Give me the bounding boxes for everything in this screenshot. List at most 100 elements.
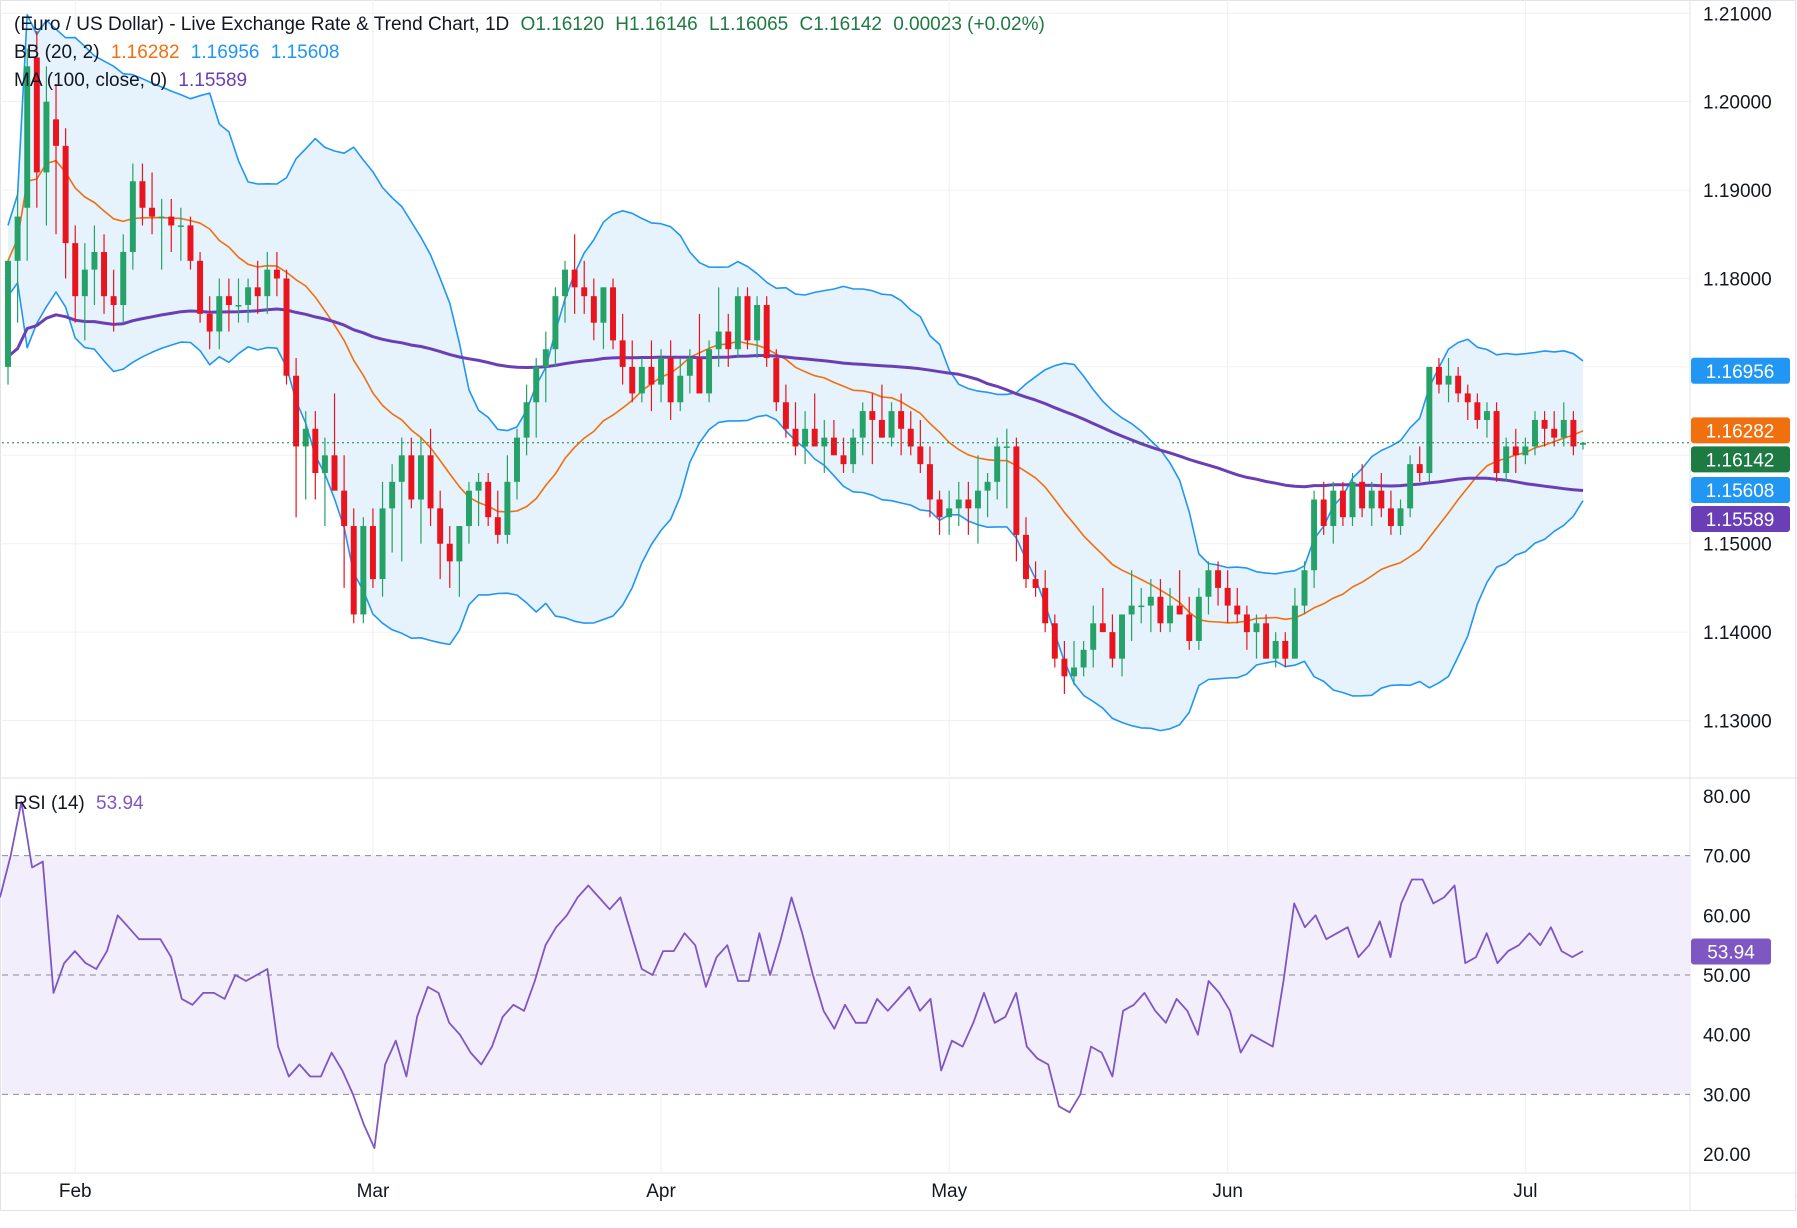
legend-row-ma[interactable]: MA (100, close, 0) 1.15589 — [14, 70, 253, 92]
candle-body — [1513, 446, 1519, 455]
candle-body — [264, 270, 270, 297]
candle-body — [917, 446, 923, 464]
legend-high: H1.16146 — [615, 14, 697, 35]
price-badge-label: 1.16142 — [1706, 450, 1775, 471]
candle-body — [1503, 446, 1509, 473]
candle-body — [428, 455, 434, 508]
candle-body — [965, 500, 971, 509]
candle-body — [869, 411, 875, 420]
candle-body — [793, 429, 799, 447]
candle-body — [1407, 464, 1413, 508]
candle-body — [1157, 597, 1163, 624]
candle-body — [985, 482, 991, 491]
candle-body — [1417, 464, 1423, 473]
candle-body — [572, 270, 578, 288]
rsi-tick-label: 60.00 — [1703, 906, 1751, 927]
candle-body — [91, 252, 97, 270]
candle-body — [187, 225, 193, 260]
price-tick-label: 1.20000 — [1703, 93, 1772, 114]
candle-body — [1321, 500, 1327, 527]
candle-body — [178, 225, 184, 227]
candle-body — [111, 296, 117, 305]
rsi-tick-label: 80.00 — [1703, 787, 1751, 808]
candle-body — [1282, 641, 1288, 659]
candle-body — [43, 102, 49, 173]
candle-body — [1225, 588, 1231, 606]
candle-body — [687, 358, 693, 376]
candle-body — [1138, 606, 1144, 608]
chart-title: (Euro / US Dollar) - Live Exchange Rate … — [14, 14, 509, 35]
candle-body — [860, 411, 866, 438]
candle-body — [850, 438, 856, 465]
candle-body — [1542, 420, 1548, 429]
candle-body — [1292, 606, 1298, 659]
candle-body — [937, 500, 943, 518]
legend-bb-label: BB (20, 2) — [14, 42, 100, 63]
candle-body — [533, 367, 539, 402]
legend-rsi-label: RSI (14) — [14, 793, 85, 814]
candle-body — [1311, 500, 1317, 571]
candle-body — [821, 438, 827, 447]
candle-body — [1109, 632, 1115, 659]
candle-body — [1244, 614, 1250, 632]
candle-body — [802, 429, 808, 447]
price-tick-label: 1.21000 — [1703, 4, 1772, 25]
candle-body — [1205, 570, 1211, 597]
candle-body — [476, 482, 482, 491]
candle-body — [725, 332, 731, 350]
candle-body — [1455, 376, 1461, 394]
candle-body — [130, 181, 136, 252]
legend-row-rsi[interactable]: RSI (14) 53.94 — [14, 793, 150, 815]
candle-body — [360, 526, 366, 614]
legend-open: O1.16120 — [521, 14, 604, 35]
candle-body — [946, 508, 952, 517]
candle-body — [764, 305, 770, 358]
candle-body — [1446, 376, 1452, 385]
candle-body — [1359, 482, 1365, 509]
candle-body — [1522, 446, 1528, 455]
candle-body — [1484, 411, 1490, 420]
legend-rsi-value: 53.94 — [96, 793, 144, 814]
rsi-tick-label: 20.00 — [1703, 1145, 1751, 1166]
candle-body — [495, 517, 501, 535]
candle-body — [889, 411, 895, 438]
candle-body — [207, 314, 213, 332]
legend-row-bb[interactable]: BB (20, 2) 1.16282 1.16956 1.15608 — [14, 42, 345, 64]
candle-body — [236, 305, 242, 307]
candle-body — [1052, 623, 1058, 658]
time-tick-label: Mar — [357, 1181, 390, 1202]
candle-body — [437, 508, 443, 543]
candle-body — [783, 402, 789, 429]
candle-body — [1129, 606, 1135, 615]
candle-body — [581, 287, 587, 296]
candle-body — [1340, 491, 1346, 518]
candle-body — [591, 296, 597, 323]
candle-body — [72, 243, 78, 296]
candle-body — [716, 332, 722, 350]
legend-ma-value: 1.15589 — [178, 70, 247, 91]
time-tick-label: Apr — [646, 1181, 676, 1202]
candle-body — [274, 270, 280, 279]
price-badge-label: 1.15589 — [1706, 510, 1775, 531]
legend-bb-lower: 1.15608 — [271, 42, 340, 63]
candle-body — [447, 544, 453, 562]
price-tick-label: 1.15000 — [1703, 535, 1772, 556]
candle-body — [1081, 650, 1087, 668]
candle-body — [1033, 579, 1039, 588]
candle-body — [1388, 508, 1394, 526]
candle-body — [504, 482, 510, 535]
candle-body — [1042, 588, 1048, 623]
candle-body — [245, 287, 251, 305]
candle-body — [648, 367, 654, 385]
candle-body — [1330, 491, 1336, 526]
candle-body — [322, 455, 328, 473]
legend-bb-upper: 1.16956 — [191, 42, 260, 63]
time-tick-label: Jun — [1212, 1181, 1243, 1202]
candle-body — [101, 252, 107, 296]
candle-body — [562, 270, 568, 297]
candle-body — [524, 402, 530, 437]
candle-body — [341, 491, 347, 526]
time-tick-label: May — [931, 1181, 967, 1202]
price-badge-label: 1.16282 — [1706, 421, 1775, 442]
